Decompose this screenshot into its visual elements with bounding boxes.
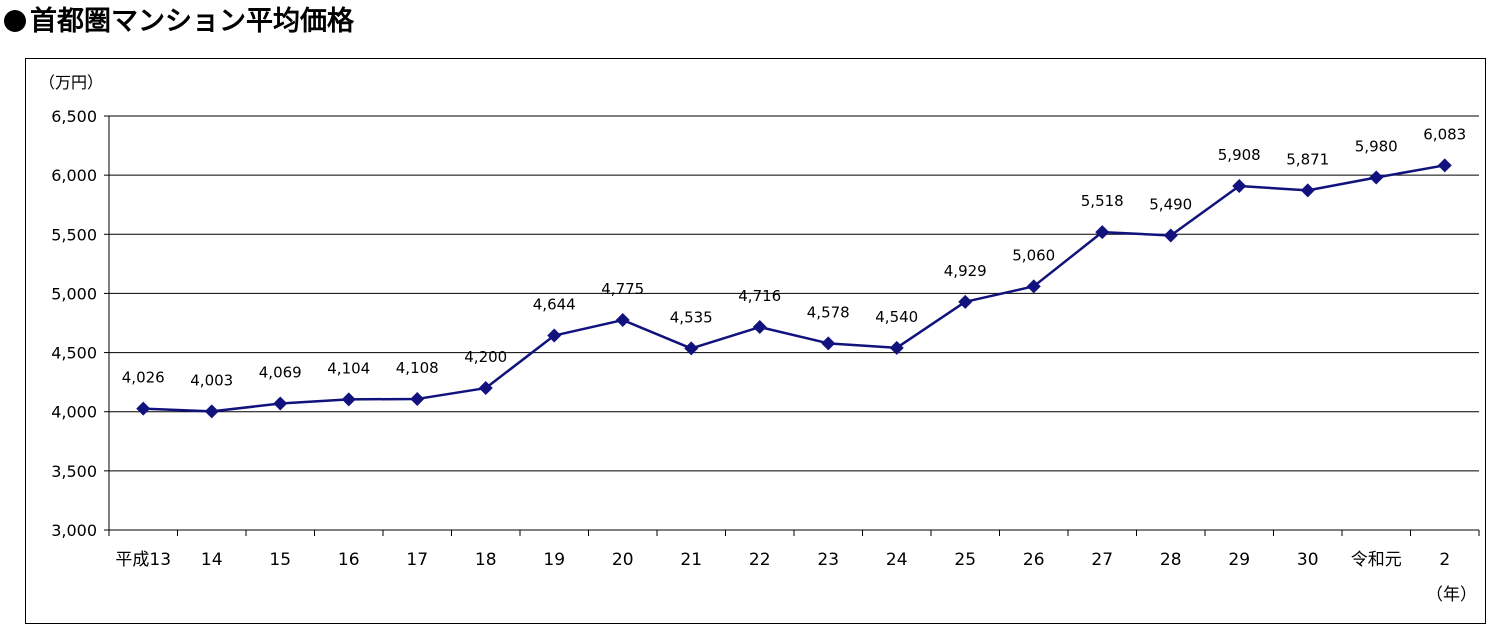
- data-label: 5,060: [1012, 246, 1055, 264]
- data-point-marker: [1369, 170, 1384, 185]
- data-label: 4,069: [259, 364, 302, 382]
- data-label: 5,518: [1081, 192, 1124, 210]
- data-point-marker: [1163, 228, 1178, 243]
- x-tick-label: 16: [338, 550, 360, 570]
- data-point-marker: [478, 381, 493, 396]
- x-tick-label: 平成13: [115, 550, 171, 570]
- x-tick-label: 14: [201, 550, 223, 570]
- data-label: 5,980: [1355, 138, 1398, 156]
- line-chart: 3,000 3,500 4,000 4,500 5,000 5,500 6,000 6,500…: [39, 73, 1480, 605]
- data-point-marker: [615, 313, 630, 328]
- axes: [104, 115, 1480, 536]
- data-point-marker: [547, 328, 562, 343]
- x-tick-label: 25: [954, 550, 976, 570]
- data-label: 5,908: [1218, 146, 1261, 164]
- data-point-marker: [204, 404, 219, 419]
- labels: 3,000 3,500 4,000 4,500 5,000 5,500 6,000 6,500…: [39, 73, 1477, 605]
- x-tick-label: 20: [612, 550, 634, 570]
- page-title-text: 首都圏マンション平均価格: [30, 6, 354, 37]
- data-label: 4,540: [875, 308, 918, 326]
- x-tick-label: 令和元: [1351, 550, 1402, 570]
- data-point-marker: [889, 340, 904, 355]
- data-point-marker: [273, 396, 288, 411]
- data-label: 4,644: [533, 296, 576, 314]
- data-label: 4,578: [807, 303, 850, 321]
- x-tick-label: 29: [1228, 550, 1250, 570]
- x-tick-label: 27: [1091, 550, 1113, 570]
- x-tick-label: 21: [680, 550, 702, 570]
- data-point-marker: [1437, 158, 1452, 173]
- data-point-marker: [410, 391, 425, 406]
- x-tick-label: 26: [1023, 550, 1045, 570]
- data-label: 4,108: [396, 359, 439, 377]
- y-tick-label: 5,000: [51, 284, 97, 303]
- x-tick-label: 18: [475, 550, 497, 570]
- data-point-marker: [1300, 183, 1315, 198]
- series: [136, 158, 1452, 419]
- x-tick-label: 24: [886, 550, 908, 570]
- data-point-marker: [1095, 225, 1110, 240]
- data-label: 4,104: [327, 359, 370, 377]
- y-tick-label: 3,500: [51, 462, 97, 481]
- data-label: 4,535: [670, 308, 713, 326]
- data-label: 4,026: [122, 369, 165, 387]
- x-tick-label: 17: [406, 550, 428, 570]
- data-point-marker: [341, 392, 356, 407]
- y-axis-label: （万円）: [39, 73, 103, 92]
- x-tick-label: 30: [1297, 550, 1319, 570]
- data-label: 4,929: [944, 262, 987, 280]
- data-point-marker: [684, 341, 699, 356]
- y-tick-label: 6,500: [51, 107, 97, 126]
- data-label: 4,200: [464, 348, 507, 366]
- data-label: 5,871: [1286, 150, 1329, 168]
- x-tick-label: 19: [543, 550, 565, 570]
- series-line: [143, 164, 1445, 413]
- data-point-marker: [958, 294, 973, 309]
- data-point-marker: [821, 336, 836, 351]
- y-tick-label: 3,000: [51, 521, 97, 540]
- x-tick-label: 28: [1160, 550, 1182, 570]
- chart-frame: 3,000 3,500 4,000 4,500 5,000 5,500 6,000 6,500…: [25, 58, 1486, 624]
- y-tick-label: 6,000: [51, 166, 97, 185]
- data-label: 6,083: [1423, 125, 1466, 143]
- bullet-icon: [4, 10, 26, 32]
- y-tick-label: 4,500: [51, 344, 97, 363]
- y-tick-label: 5,500: [51, 225, 97, 244]
- y-tick-label: 4,000: [51, 403, 97, 422]
- data-point-marker: [752, 320, 767, 335]
- x-tick-label: 2: [1439, 550, 1450, 570]
- x-tick-label: 22: [749, 550, 771, 570]
- page-title: 首都圏マンション平均価格: [4, 4, 354, 40]
- x-tick-label: 15: [269, 550, 291, 570]
- data-label: 4,716: [738, 287, 781, 305]
- data-label: 4,775: [601, 280, 644, 298]
- gridlines: [109, 115, 1479, 472]
- data-point-marker: [1026, 279, 1041, 294]
- data-point-marker: [1232, 179, 1247, 194]
- data-point-marker: [136, 401, 151, 416]
- data-label: 4,003: [190, 371, 233, 389]
- x-tick-label: 23: [817, 550, 839, 570]
- x-axis-label: （年）: [1426, 585, 1477, 605]
- data-label: 5,490: [1149, 195, 1192, 213]
